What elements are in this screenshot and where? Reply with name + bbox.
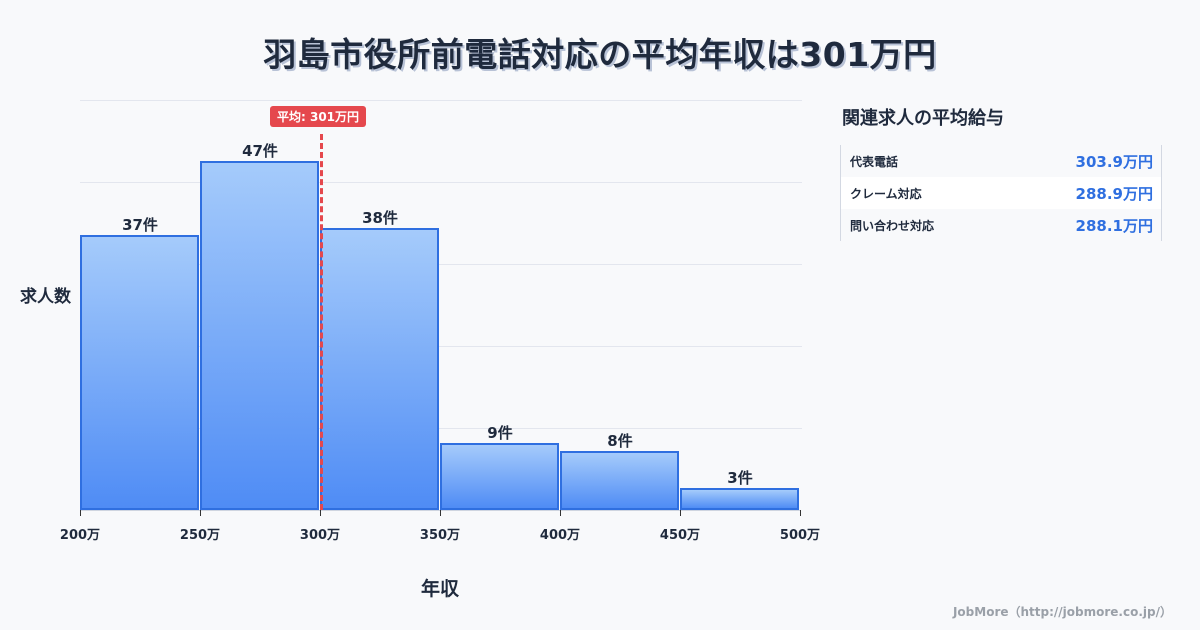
x-tick <box>680 510 681 516</box>
related-salary-row: クレーム対応 288.9万円 <box>841 177 1161 209</box>
job-salary: 288.9万円 <box>1075 184 1153 203</box>
bar-value-label: 8件 <box>607 432 633 450</box>
job-name: 問い合わせ対応 <box>850 218 935 233</box>
related-salary-table: 代表電話 303.9万円 クレーム対応 288.9万円 問い合わせ対応 288.… <box>840 145 1162 241</box>
x-axis-label: 年収 <box>420 578 459 600</box>
page-title: 羽島市役所前電話対応の平均年収は301万円 <box>263 35 937 74</box>
histogram-bar <box>680 488 799 510</box>
histogram-bar <box>320 228 439 510</box>
y-axis-label: 求人数 <box>20 287 71 307</box>
average-line <box>320 134 323 510</box>
gridline <box>80 428 802 429</box>
gridline <box>80 264 802 265</box>
histogram-plot: 37件 47件 38件 9件 8件 3件 <box>80 100 802 510</box>
x-tick <box>440 510 441 516</box>
bar-value-label: 38件 <box>362 209 398 227</box>
bar-value-label: 9件 <box>487 424 513 442</box>
job-salary: 303.9万円 <box>1075 152 1153 171</box>
job-name: 代表電話 <box>850 154 899 169</box>
histogram-bar <box>80 235 199 510</box>
related-salary-row: 代表電話 303.9万円 <box>841 145 1161 177</box>
x-tick <box>200 510 201 516</box>
related-salary-title: 関連求人の平均給与 <box>842 108 1004 129</box>
x-tick <box>320 510 321 516</box>
x-tick-label: 400万 <box>539 528 581 543</box>
job-name: クレーム対応 <box>850 186 922 201</box>
bar-value-label: 47件 <box>242 142 278 160</box>
x-tick-label: 350万 <box>419 528 461 543</box>
x-tick-label: 250万 <box>179 528 221 543</box>
x-tick <box>80 510 81 516</box>
histogram-bar <box>200 161 319 510</box>
x-tick-label: 500万 <box>779 528 821 543</box>
x-tick-label: 300万 <box>299 528 341 543</box>
gridline <box>80 100 802 101</box>
average-badge: 平均: 301万円 <box>270 106 367 127</box>
histogram-bar <box>440 443 559 510</box>
x-tick-label: 200万 <box>59 528 101 543</box>
x-tick-label: 450万 <box>659 528 701 543</box>
x-tick <box>800 510 801 516</box>
source-credit: JobMore（http://jobmore.co.jp/） <box>952 605 1172 619</box>
bar-value-label: 37件 <box>122 216 158 234</box>
x-tick <box>560 510 561 516</box>
gridline <box>80 182 802 183</box>
related-salary-row: 問い合わせ対応 288.1万円 <box>841 209 1161 241</box>
bar-value-label: 3件 <box>727 469 753 487</box>
gridline <box>80 346 802 347</box>
histogram-bar <box>560 451 679 510</box>
job-salary: 288.1万円 <box>1075 216 1153 235</box>
